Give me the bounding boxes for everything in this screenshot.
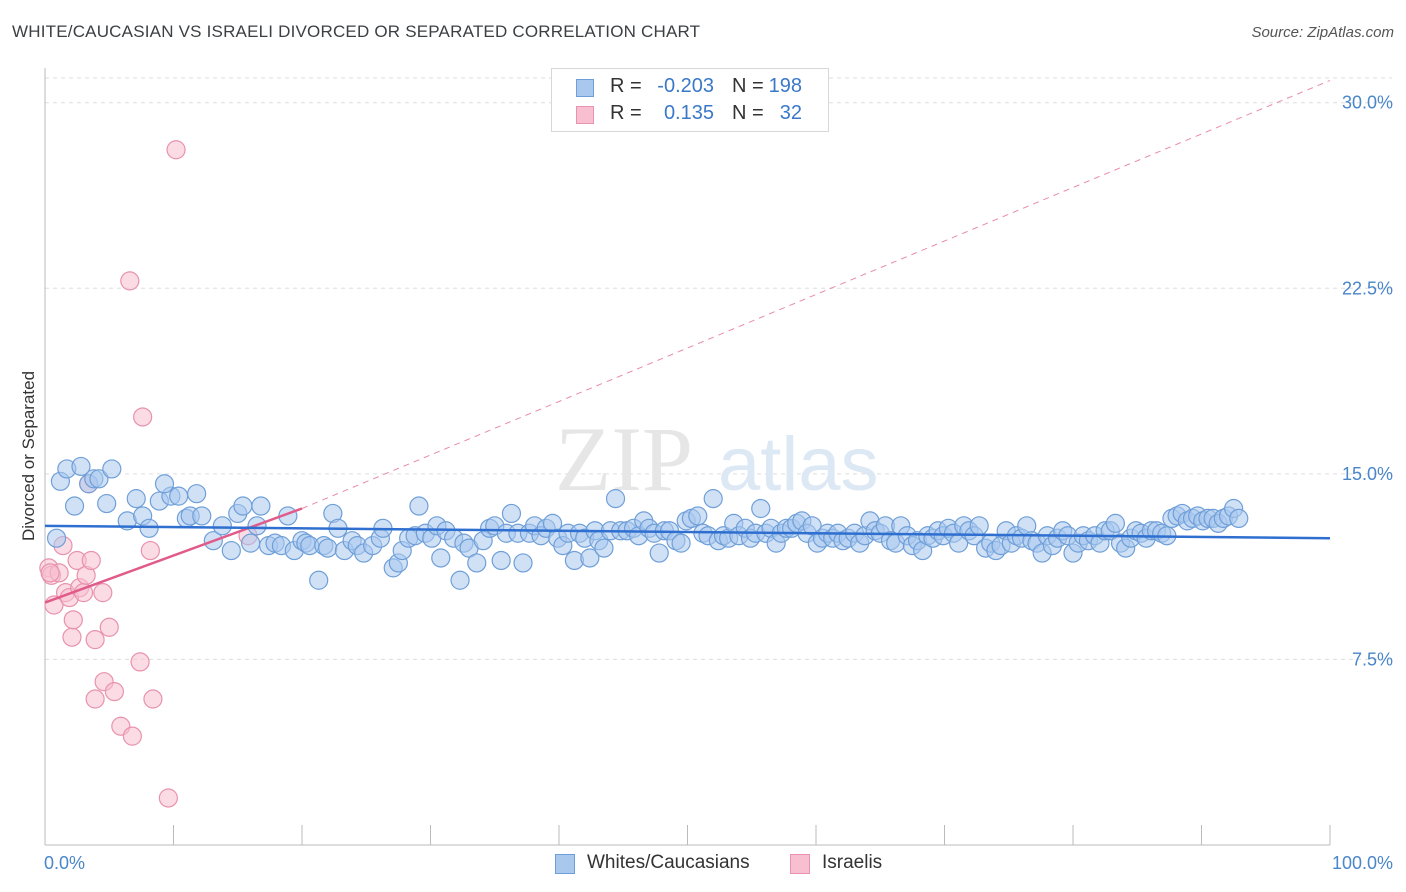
data-point-israelis (40, 563, 60, 583)
data-point-whites (802, 516, 822, 536)
data-point-whites (649, 543, 669, 563)
data-point-whites (409, 496, 429, 516)
data-point-whites (1105, 513, 1126, 533)
data-point-whites (71, 456, 91, 477)
data-point-whites (187, 484, 207, 504)
legend-swatch-pink (576, 106, 594, 124)
data-point-whites (309, 570, 329, 590)
x-tick-labels: 0.0% 100.0% (44, 853, 1393, 873)
data-point-israelis (99, 617, 119, 637)
correlation-legend: R = -0.203 N = 198 R = 0.135 N = 32 (551, 68, 829, 132)
data-point-whites (671, 533, 691, 553)
whites-points (46, 456, 1249, 590)
data-point-whites (467, 553, 487, 573)
data-point-israelis (85, 689, 105, 709)
data-point-israelis (122, 726, 142, 746)
data-point-israelis (93, 583, 113, 603)
data-point-israelis (104, 681, 124, 702)
data-point-whites (491, 550, 511, 571)
data-point-israelis (140, 540, 160, 561)
watermark: ZIP atlas (555, 408, 879, 510)
data-point-israelis (81, 550, 101, 571)
data-point-whites (594, 538, 614, 558)
legend-n-value: 32 (779, 102, 802, 124)
data-point-whites (251, 496, 271, 516)
data-point-whites (751, 498, 771, 519)
bottom-legend-swatch-pink (790, 854, 810, 874)
trend-lines (44, 80, 1331, 604)
data-point-whites (580, 548, 600, 568)
axes (44, 68, 1331, 846)
legend-r-label: R = (610, 102, 642, 124)
legend-n-label: N = (732, 102, 764, 124)
trend-line-whites (44, 524, 1331, 540)
data-point-whites (169, 486, 189, 506)
bottom-legend-label: Israelis (822, 852, 883, 873)
data-point-israelis (158, 788, 178, 808)
data-point-whites (703, 489, 723, 509)
chart-title: WHITE/CAUCASIAN VS ISRAELI DIVORCED OR S… (12, 22, 701, 41)
data-point-whites (192, 506, 212, 526)
bottom-legend-label: Whites/Caucasians (587, 852, 750, 873)
data-point-whites (102, 459, 122, 479)
data-point-whites (1229, 508, 1249, 529)
grid-lines (45, 77, 1392, 660)
data-point-whites (605, 489, 626, 509)
y-tick-labels: 7.5% 15.0% 22.5% 30.0% (1342, 93, 1393, 670)
data-point-israelis (85, 630, 105, 650)
x-tick-label: 100.0% (1332, 853, 1393, 873)
y-tick-label: 7.5% (1352, 649, 1393, 669)
y-tick-label: 15.0% (1342, 464, 1393, 484)
legend-r-label: R = (610, 75, 642, 97)
data-point-israelis (133, 407, 153, 427)
data-point-whites (221, 540, 241, 561)
bottom-legend-swatch-blue (555, 854, 575, 874)
watermark-atlas: atlas (718, 422, 879, 507)
data-point-whites (126, 489, 146, 509)
data-point-israelis (120, 271, 140, 291)
trend-line-israelis-extended (301, 80, 1331, 509)
data-point-whites (431, 548, 451, 568)
watermark-zip: ZIP (555, 408, 693, 510)
data-point-whites (139, 518, 159, 538)
data-point-israelis (63, 610, 83, 630)
data-point-whites (501, 503, 522, 524)
data-point-israelis (130, 652, 150, 672)
y-tick-label: 30.0% (1342, 93, 1393, 113)
data-point-whites (688, 506, 708, 526)
legend-row-whites: R = -0.203 N = 198 (552, 75, 828, 101)
legend-swatch-blue (576, 79, 594, 97)
data-point-whites (241, 533, 261, 553)
data-point-whites (212, 516, 232, 536)
data-point-israelis (62, 627, 82, 647)
legend-n-label: N = (732, 75, 764, 97)
data-point-whites (969, 516, 989, 536)
data-point-israelis (166, 140, 186, 160)
legend-row-israelis: R = 0.135 N = 32 (552, 102, 828, 128)
data-point-whites (89, 469, 109, 489)
y-tick-label: 22.5% (1342, 278, 1393, 298)
data-point-israelis (143, 689, 163, 709)
data-point-whites (64, 496, 85, 516)
legend-n-value: 198 (768, 75, 802, 97)
data-point-whites (46, 528, 67, 548)
legend-r-value: -0.203 (657, 75, 714, 97)
data-point-whites (318, 538, 338, 558)
trend-line-israelis (44, 507, 303, 604)
data-point-whites (233, 496, 253, 516)
x-tick-label: 0.0% (44, 853, 85, 873)
y-axis-label: Divorced or Separated (19, 371, 38, 541)
data-point-whites (513, 553, 533, 573)
data-point-whites (97, 493, 117, 514)
legend-r-value: 0.135 (663, 102, 714, 124)
data-point-whites (154, 474, 175, 494)
data-point-whites (450, 570, 470, 590)
source-label: Source: ZipAtlas.com (1251, 24, 1394, 41)
